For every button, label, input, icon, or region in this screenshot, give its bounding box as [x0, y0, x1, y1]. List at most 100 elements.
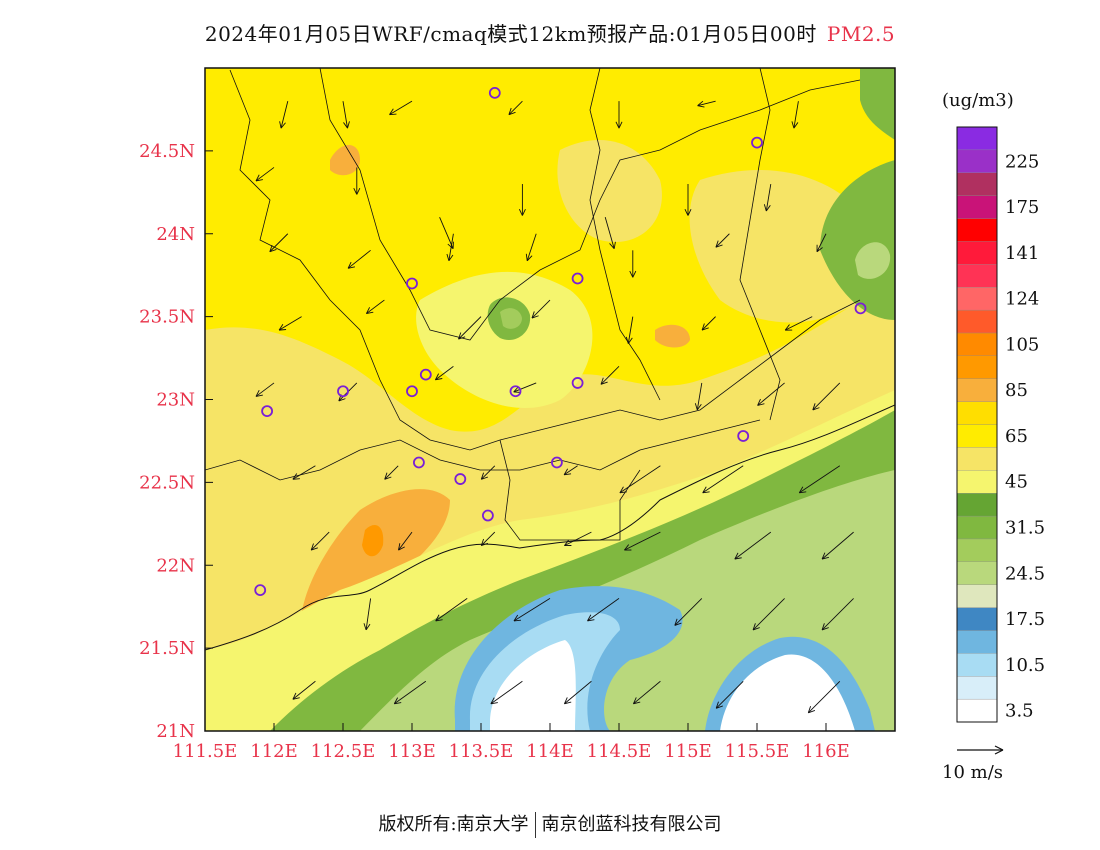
colorbar-label: 17.5 [1005, 609, 1045, 630]
city-marker [454, 473, 467, 485]
wind-arrow [632, 680, 661, 705]
colorbar-label: 24.5 [1005, 563, 1045, 584]
colorbar-bin [956, 401, 998, 425]
lon-tick-label: 113.5E [449, 741, 514, 762]
wind-arrow [435, 598, 468, 622]
wind-arrow [763, 183, 772, 212]
org-chuanglan: 南京创蓝科技有限公司 [541, 814, 722, 835]
wind-arrow [384, 465, 399, 480]
lat-tick-label: 21.5N [139, 638, 195, 659]
wind-arrow [310, 531, 330, 551]
colorbar-label: 225 [1005, 151, 1039, 172]
wind-arrow [587, 598, 620, 622]
wind-arrow [757, 382, 785, 406]
wind-reference-label: 10 m/s [942, 762, 1003, 783]
lat-tick-label: 24.5N [139, 141, 195, 162]
colorbar-frame [956, 126, 998, 723]
field-e-green-inner [855, 242, 891, 279]
org-nju: 南京大学 [456, 814, 529, 835]
wind-arrow [513, 598, 551, 622]
footer: 版权所有:南京大学 南京创蓝科技有限公司 [0, 810, 1100, 838]
field-light-3 [689, 170, 860, 323]
field-ne-green [860, 68, 895, 140]
colorbar-label: 3.5 [1005, 701, 1034, 722]
lon-tick-label: 113E [388, 741, 436, 762]
wind-arrow [752, 598, 785, 631]
colorbar-bin [956, 561, 998, 585]
lat-tick-label: 24N [156, 224, 195, 245]
wind-arrow [807, 680, 841, 714]
colorbar-label: 31.5 [1005, 517, 1045, 538]
concentration-field [205, 68, 895, 731]
wind-arrow [604, 217, 616, 249]
wind-arrow [518, 184, 526, 216]
city-marker [412, 456, 425, 469]
city-marker [337, 385, 349, 398]
city-marker [406, 385, 418, 398]
lat-tick-label: 23N [156, 390, 195, 411]
colorbar-label: 10.5 [1005, 655, 1045, 676]
field-white-2 [720, 654, 855, 731]
lat-axis: 21N 21.5N 22N 22.5N 23N 23.5N 24N 24.5N [139, 141, 213, 742]
lon-tick-label: 112E [250, 741, 298, 762]
wind-arrow [278, 316, 302, 331]
colorbar-bin [956, 515, 998, 540]
field-orange-4 [362, 525, 384, 557]
colorbar-bin [956, 470, 998, 494]
wind-arrow [624, 531, 661, 551]
field-light-2 [557, 140, 662, 242]
wind-arrow [702, 465, 744, 494]
boundary-3 [205, 419, 761, 481]
boundary-1 [229, 69, 861, 451]
title-main: 2024年01月05日WRF/cmaq模式12km预报产品:01月05日00时 [204, 22, 817, 46]
lon-tick-label: 111.5E [173, 741, 238, 762]
wind-arrow [531, 299, 551, 319]
city-marker [254, 584, 267, 597]
colorbar-label: 141 [1005, 243, 1039, 264]
wind-arrow [292, 680, 316, 700]
field-orange-2 [655, 324, 690, 348]
chart-title: 2024年01月05日WRF/cmaq模式12km预报产品:01月05日00时 P… [0, 18, 1100, 47]
legend-unit: (ug/m3) [942, 90, 1014, 111]
wind-arrow [458, 316, 482, 340]
wind-arrow [715, 680, 744, 709]
city-marker [737, 430, 750, 442]
wind-arrow [816, 233, 827, 253]
city-marker [406, 277, 418, 290]
wind-arrow [342, 101, 350, 129]
colorbar-bin [956, 493, 998, 517]
city-marker [419, 368, 432, 381]
wind-arrow [684, 184, 692, 216]
wind-arrow [674, 598, 703, 626]
city-marker [551, 456, 563, 469]
colorbar-bin [956, 607, 998, 631]
wind-arrow [812, 382, 841, 411]
colorbar-bin [956, 241, 998, 265]
wind-arrow [435, 365, 454, 381]
wind-arrow [701, 316, 716, 331]
wind-arrow [798, 465, 841, 494]
wind-arrow [563, 465, 578, 476]
boundary-6 [739, 68, 781, 421]
lon-tick-label: 114.5E [587, 741, 652, 762]
field-orange-1 [330, 145, 360, 176]
colorbar-bin [956, 653, 998, 677]
city-marker [261, 405, 274, 418]
wind-arrow [363, 598, 372, 631]
city-marker [481, 509, 494, 522]
lat-tick-label: 22.5N [139, 472, 195, 493]
wind-arrow [600, 366, 620, 385]
colorbar-bin [956, 355, 998, 379]
lon-tick-label: 115E [664, 741, 712, 762]
colorbar-label: 175 [1005, 197, 1039, 218]
wind-arrow [629, 250, 637, 278]
colorbar-bin [956, 424, 998, 448]
wind-arrow [439, 216, 454, 250]
colorbar-bin [956, 698, 998, 723]
wind-arrow [366, 299, 385, 314]
wind-arrows [255, 100, 854, 714]
colorbar-label: 45 [1005, 472, 1028, 493]
boundary-5 [589, 68, 661, 401]
coastline [205, 404, 895, 651]
wind-arrow [269, 233, 289, 253]
